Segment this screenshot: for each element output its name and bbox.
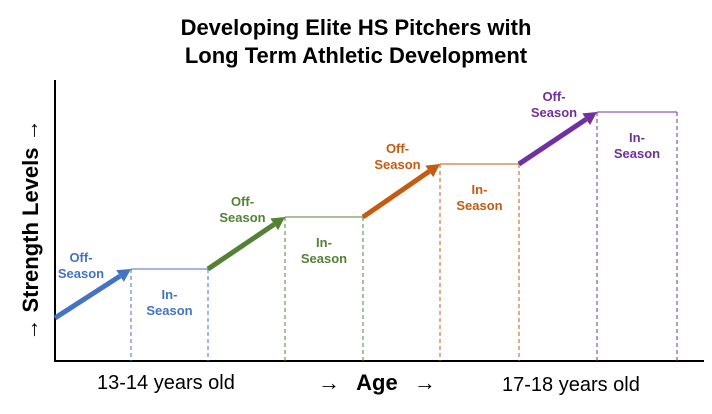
in-season-label: Season: [456, 198, 502, 213]
in-season-label: In-: [162, 287, 178, 302]
off-season-label: Season: [374, 157, 420, 172]
y-axis-label: → Strength Levels →: [18, 119, 43, 340]
end-age-label: 17-18 years old: [502, 374, 640, 396]
off-season-label: Off-: [231, 194, 254, 209]
x-arrow-left: →: [318, 370, 340, 395]
x-axis-label: Age: [356, 370, 398, 395]
x-arrow-right: →: [413, 370, 436, 395]
title-line-2: Long Term Athletic Development: [184, 43, 528, 68]
title-line-1: Developing Elite HS Pitchers with: [180, 15, 532, 40]
off-season-label: Season: [58, 266, 104, 281]
off-season-arrow: [206, 222, 276, 272]
in-season-label: Season: [614, 146, 660, 161]
in-season-label: In-: [472, 182, 488, 197]
off-season-arrow: [517, 117, 588, 167]
diagram-title: Developing Elite HS Pitchers with Long T…: [0, 14, 712, 70]
in-season-label: In-: [629, 130, 645, 145]
off-season-label: Season: [219, 210, 265, 225]
off-season-arrow: [53, 273, 122, 321]
in-season-label: Season: [301, 251, 347, 266]
start-age-label: 13-14 years old: [97, 372, 235, 394]
arrow-head-icon: [270, 217, 285, 231]
arrow-head-icon: [116, 269, 131, 282]
arrow-head-icon: [425, 164, 440, 178]
off-season-label: Off-: [542, 89, 565, 104]
off-season-label: Off-: [69, 250, 92, 265]
off-season-arrow: [361, 169, 431, 220]
in-season-label: In-: [316, 235, 332, 250]
off-season-label: Off-: [386, 141, 409, 156]
in-season-label: Season: [146, 303, 192, 318]
x-axis-label-group: → Age →: [318, 370, 436, 396]
off-season-label: Season: [531, 105, 577, 120]
arrow-head-icon: [582, 112, 597, 126]
